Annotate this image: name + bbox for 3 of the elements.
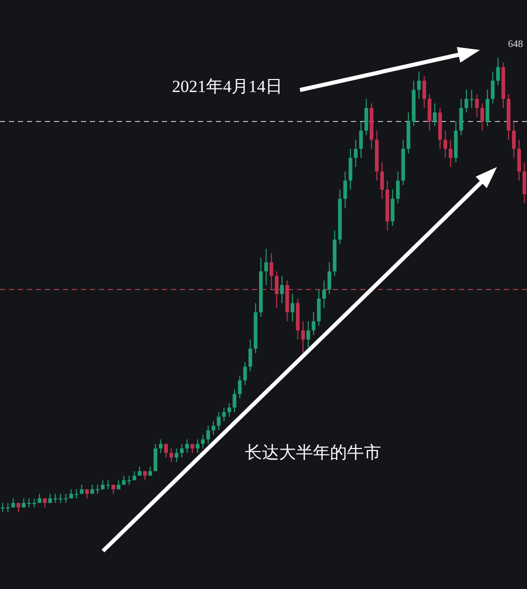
annotation: 2021年4月14日 — [172, 77, 282, 96]
annotation: 648 — [508, 39, 523, 50]
annotation: 长达大半年的牛市 — [245, 443, 381, 462]
